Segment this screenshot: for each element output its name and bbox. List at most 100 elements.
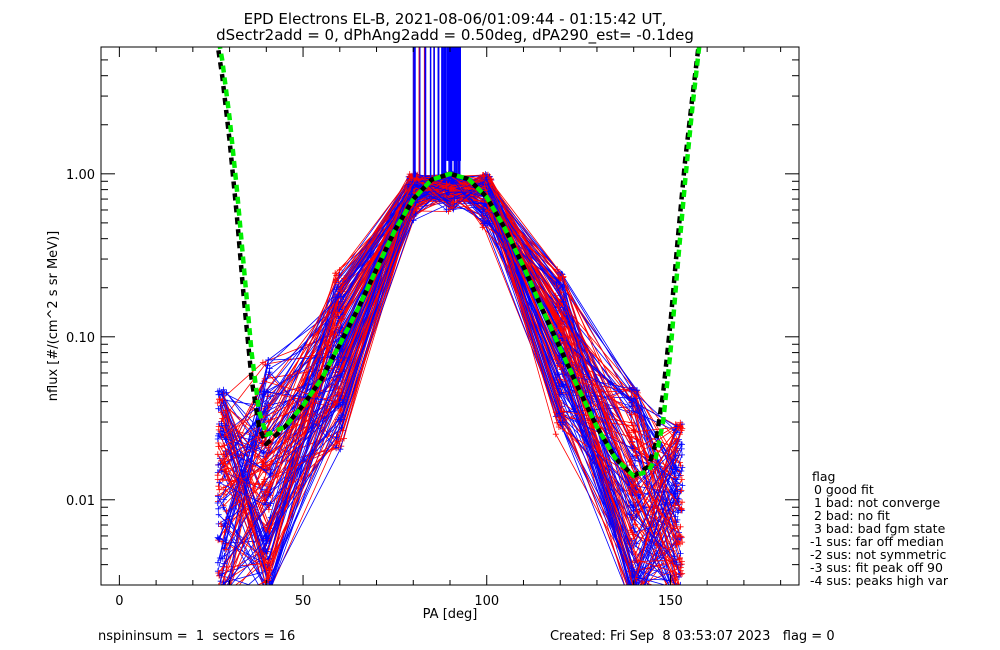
measured-point bbox=[215, 443, 222, 450]
measured-point bbox=[337, 374, 344, 381]
measured-point bbox=[215, 493, 221, 500]
legend-item: -2 sus: not symmetric bbox=[810, 547, 946, 562]
y-tick-label: 1.00 bbox=[66, 168, 95, 183]
measured-point bbox=[558, 289, 564, 296]
measured-point bbox=[264, 589, 270, 595]
measured-point bbox=[671, 471, 678, 477]
x-axis: 0 50 100 150 bbox=[115, 47, 782, 609]
measured-point bbox=[333, 444, 339, 451]
measured-point bbox=[677, 550, 684, 557]
measured-point bbox=[221, 603, 227, 609]
chart-title: EPD Electrons EL-B, 2021-08-06/01:09:44 … bbox=[244, 10, 667, 28]
measured-point bbox=[221, 603, 227, 609]
measured-point bbox=[628, 591, 634, 597]
measured-point bbox=[215, 597, 221, 603]
measured-point bbox=[561, 408, 567, 415]
measured-point bbox=[265, 588, 271, 594]
measured-point bbox=[216, 593, 222, 599]
measured-point bbox=[671, 553, 677, 560]
measured-point bbox=[216, 396, 223, 402]
measured-point bbox=[335, 386, 342, 393]
measured-point bbox=[679, 451, 685, 458]
measured-point bbox=[219, 391, 226, 398]
measured-point bbox=[628, 605, 634, 611]
measured-point bbox=[674, 490, 681, 496]
measured-point bbox=[480, 173, 487, 180]
measured-point bbox=[216, 479, 223, 486]
measured-point bbox=[677, 523, 684, 530]
measured-point bbox=[627, 586, 633, 592]
measured-point bbox=[679, 499, 686, 506]
measured-point bbox=[676, 565, 683, 571]
measured-point bbox=[216, 486, 223, 493]
measured-point bbox=[265, 357, 272, 363]
measured-point bbox=[221, 520, 228, 527]
measured-point bbox=[678, 427, 685, 434]
measured-point bbox=[630, 593, 636, 599]
measured-point bbox=[216, 595, 222, 601]
measured-point bbox=[627, 458, 634, 464]
measured-point bbox=[635, 598, 641, 604]
measured-point bbox=[479, 224, 486, 231]
measured-point bbox=[675, 507, 682, 514]
measured-point bbox=[267, 589, 273, 595]
plot-area bbox=[214, 47, 702, 614]
legend-item: -1 sus: far off median bbox=[810, 534, 944, 549]
measured-point bbox=[672, 427, 679, 434]
measured-point bbox=[263, 595, 269, 601]
measured-point bbox=[672, 502, 679, 509]
measured-point bbox=[341, 275, 348, 282]
measured-point bbox=[485, 208, 492, 215]
measured-point bbox=[216, 608, 222, 614]
measured-spectra bbox=[214, 47, 686, 614]
measured-point bbox=[555, 424, 562, 430]
measured-point bbox=[633, 600, 639, 606]
measured-point bbox=[480, 206, 487, 213]
measured-point bbox=[630, 531, 637, 538]
measured-point bbox=[219, 587, 225, 593]
measured-point bbox=[266, 466, 272, 473]
measured-point bbox=[679, 482, 686, 489]
measured-point bbox=[222, 546, 229, 553]
measured-point bbox=[629, 595, 635, 601]
measured-point bbox=[215, 570, 222, 576]
measured-point bbox=[553, 280, 560, 286]
measured-point bbox=[215, 591, 221, 597]
measured-point bbox=[215, 511, 222, 518]
measured-point bbox=[222, 602, 228, 608]
measured-point bbox=[631, 481, 638, 488]
measured-point bbox=[634, 602, 640, 608]
measured-point bbox=[675, 424, 682, 431]
measured-point bbox=[222, 422, 229, 429]
measured-point bbox=[679, 464, 686, 471]
measured-point bbox=[479, 213, 486, 220]
measured-point bbox=[336, 267, 343, 273]
measured-point bbox=[631, 586, 637, 592]
measured-point bbox=[630, 507, 637, 514]
measured-point bbox=[677, 561, 684, 568]
measured-point bbox=[339, 346, 346, 353]
measured-point bbox=[678, 487, 685, 494]
measured-point bbox=[267, 500, 274, 507]
measured-point bbox=[560, 273, 567, 280]
measured-point bbox=[450, 199, 457, 206]
measured-point bbox=[629, 573, 636, 579]
measured-point bbox=[214, 451, 221, 458]
measured-point bbox=[630, 525, 637, 532]
measured-point bbox=[672, 452, 679, 459]
measured-point bbox=[633, 593, 639, 599]
legend-item: -4 sus: peaks high var bbox=[810, 573, 949, 588]
chart-subtitle: dSectr2add = 0, dPhAng2add = 0.50deg, dP… bbox=[216, 26, 694, 45]
measured-point bbox=[333, 272, 340, 279]
measured-point bbox=[632, 446, 639, 453]
measured-point bbox=[215, 505, 222, 512]
measured-point bbox=[223, 389, 230, 396]
measured-point bbox=[335, 315, 342, 322]
measured-point bbox=[215, 426, 222, 433]
legend-item: 1 bad: not converge bbox=[810, 495, 940, 510]
measured-point bbox=[216, 387, 223, 394]
measured-point bbox=[333, 286, 340, 293]
x-tick-label: 150 bbox=[658, 594, 683, 609]
measured-point bbox=[218, 457, 225, 464]
